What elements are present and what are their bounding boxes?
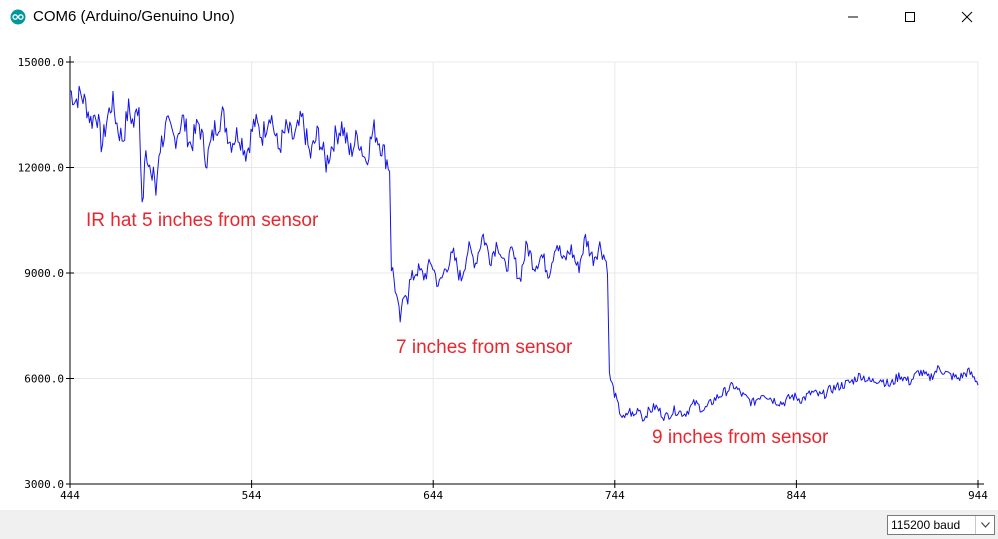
x-tick-label: 644 [423, 489, 443, 502]
chevron-down-icon [975, 516, 994, 534]
x-tick-label: 844 [786, 489, 806, 502]
baud-rate-select[interactable]: 115200 baud [887, 515, 995, 535]
window-title: COM6 (Arduino/Genuino Uno) [33, 8, 235, 25]
annotation-5-inches: IR hat 5 inches from sensor [86, 210, 319, 231]
close-icon [961, 11, 973, 23]
x-tick-label: 544 [242, 489, 262, 502]
maximize-icon [905, 12, 915, 22]
annotation-7-inches: 7 inches from sensor [396, 337, 573, 358]
y-tick-label: 15000.0 [18, 56, 64, 69]
annotation-9-inches: 9 inches from sensor [652, 427, 829, 448]
series-layer [69, 85, 979, 422]
grid [69, 61, 979, 485]
baud-rate-value: 115200 baud [891, 518, 961, 532]
y-tick-label: 12000.0 [18, 162, 64, 175]
title-bar: COM6 (Arduino/Genuino Uno) [0, 0, 998, 34]
y-tick-label: 3000.0 [24, 478, 64, 491]
minimize-icon [848, 16, 858, 18]
series-line [69, 85, 979, 422]
maximize-button[interactable] [887, 0, 933, 34]
close-button[interactable] [944, 0, 990, 34]
status-bar [0, 510, 998, 539]
minimize-button[interactable] [830, 0, 876, 34]
x-tick-label: 444 [60, 489, 80, 502]
x-tick-label: 744 [605, 489, 625, 502]
x-tick-label: 944 [968, 489, 988, 502]
serial-plotter-area: 15000.0 12000.0 9000.0 6000.0 3000.0 444 544 64… [0, 34, 998, 510]
y-tick-label: 6000.0 [24, 373, 64, 386]
arduino-logo-icon [10, 9, 26, 25]
y-tick-label: 9000.0 [24, 267, 64, 280]
